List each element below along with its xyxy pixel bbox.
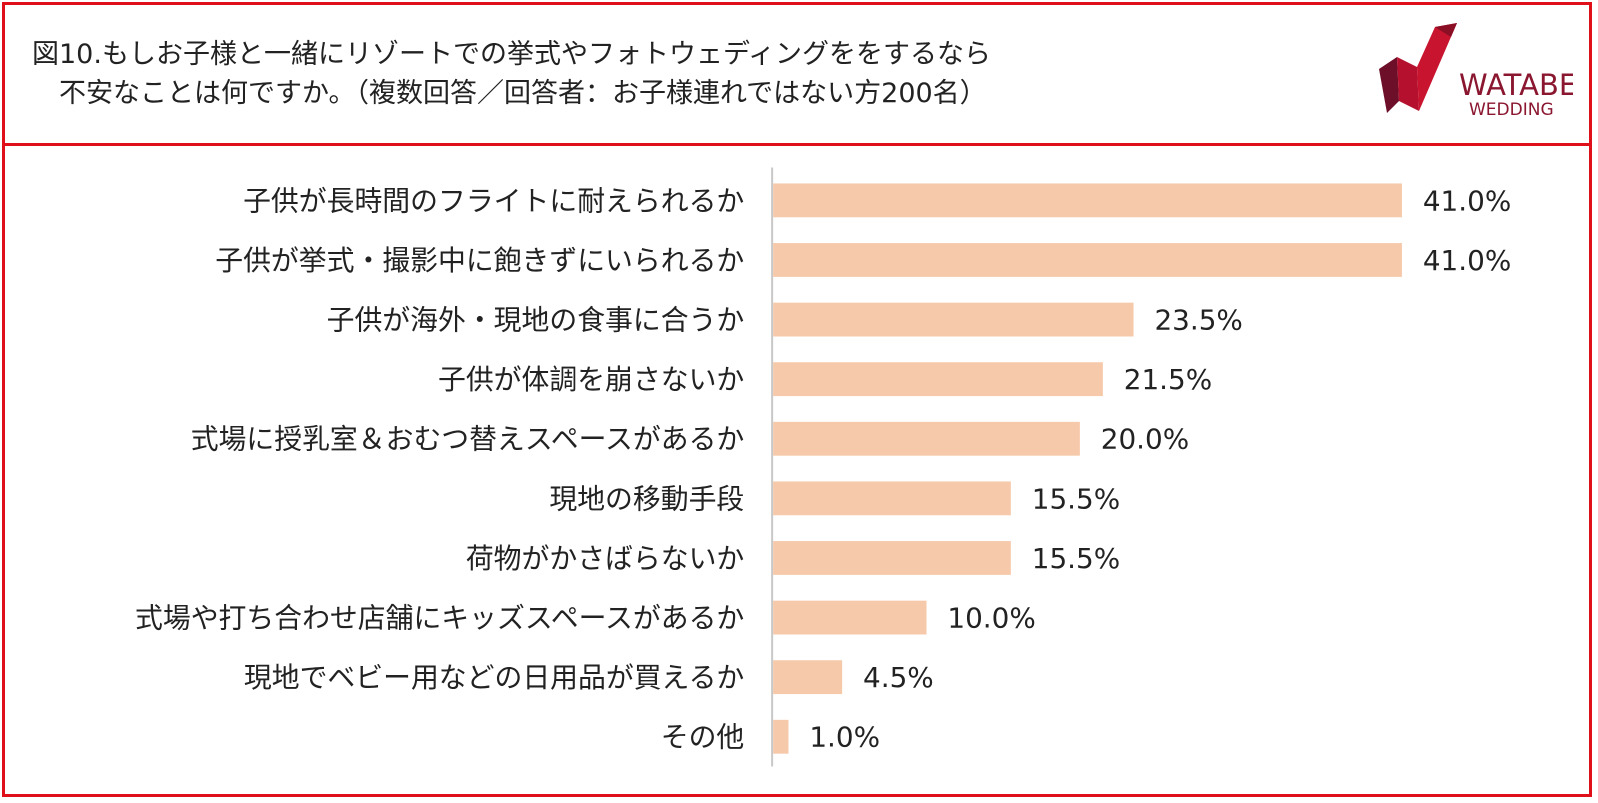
category-label: 荷物がかさばらないか [466, 542, 744, 575]
bar [773, 600, 927, 635]
watabe-wedding-logo: WATABE WEDDING [1379, 23, 1573, 120]
logo-ribbon-left [1397, 57, 1419, 111]
category-label: 現地でベビー用などの日用品が買えるか [244, 661, 744, 694]
bar [773, 243, 1402, 277]
value-label: 23.5% [1154, 304, 1242, 337]
category-label: 子供が挙式・撮影中に飽きずにいられるか [215, 244, 744, 277]
page-title: 図10.もしお子様と一緒にリゾートでの挙式やフォトウェディングををするなら 不安… [32, 35, 991, 113]
value-label: 20.0% [1101, 423, 1189, 456]
bars-group: 子供が長時間のフライトに耐えられるか 41.0% 子供が挙式・撮影中に飽きずにいられ… [135, 183, 1511, 754]
category-label: 子供が海外・現地の食事に合うか [327, 304, 745, 337]
logo-ribbon-fold [1435, 23, 1457, 37]
value-label: 1.0% [809, 721, 880, 754]
category-label: その他 [661, 721, 745, 754]
logo-text-wedding: WEDDING [1469, 100, 1554, 120]
bar [773, 719, 789, 754]
logo-ribbon-check [1417, 23, 1457, 111]
logo-ribbon-dark [1379, 57, 1399, 113]
bar [773, 302, 1134, 337]
value-label: 15.5% [1032, 542, 1120, 575]
category-label: 現地の移動手段 [549, 482, 744, 515]
title-line-1: 図10.もしお子様と一緒にリゾートでの挙式やフォトウェディングををするなら [32, 39, 992, 70]
value-label: 4.5% [863, 661, 934, 694]
value-label: 41.0% [1423, 244, 1511, 277]
value-label: 10.0% [947, 602, 1035, 635]
category-label: 子供が長時間のフライトに耐えられるか [243, 184, 744, 217]
bar [773, 541, 1011, 575]
category-label: 式場に授乳室＆おむつ替えスペースがあるか [191, 423, 745, 456]
bar [773, 362, 1103, 397]
title-line-2: 不安なことは何ですか。（複数回答／回答者：お子様連れではない方200名） [32, 78, 987, 109]
header: 図10.もしお子様と一緒にリゾートでの挙式やフォトウェディングををするなら 不安… [5, 5, 1589, 146]
category-label: 子供が体調を崩さないか [438, 363, 744, 396]
value-label: 15.5% [1032, 482, 1120, 515]
bar [773, 421, 1080, 456]
bar [773, 660, 843, 695]
bar [773, 183, 1402, 218]
bar [773, 481, 1011, 516]
value-label: 41.0% [1423, 184, 1511, 217]
bar-chart: 子供が長時間のフライトに耐えられるか 41.0% 子供が挙式・撮影中に飽きずにいられ… [135, 167, 1511, 767]
category-label: 式場や打ち合わせ店舗にキッズスペースがあるか [135, 602, 744, 635]
logo-text-watabe: WATABE [1459, 68, 1573, 102]
value-label: 21.5% [1124, 363, 1212, 396]
